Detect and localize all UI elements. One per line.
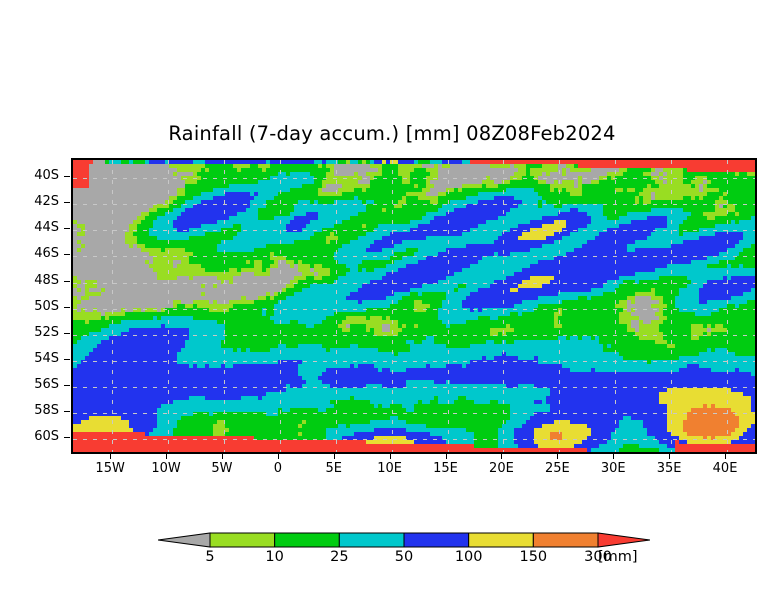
colorbar-unit-label: [mm] — [598, 549, 638, 565]
x-axis-label: 5W — [211, 461, 233, 476]
y-axis-tick — [64, 332, 70, 334]
y-axis-label: 40S — [34, 168, 59, 184]
colorbar-tick-50: 50 — [394, 549, 414, 565]
y-axis-label: 48S — [34, 272, 59, 288]
y-axis-label: 46S — [34, 246, 59, 262]
y-axis-label: 42S — [34, 194, 59, 210]
colorbar-band-10-25 — [274, 532, 340, 548]
y-axis-label: 44S — [34, 220, 59, 236]
y-axis-tick — [64, 254, 70, 256]
x-axis-label: 40E — [712, 461, 738, 476]
colorbar-band-100-150 — [468, 532, 534, 548]
rainfall-heatmap-canvas — [73, 160, 755, 452]
y-axis-tick — [64, 384, 70, 386]
x-axis-label: 30E — [600, 461, 626, 476]
y-axis-tick — [64, 358, 70, 360]
colorbar-tick-5: 5 — [205, 549, 215, 565]
colorbar-under-arrow — [158, 532, 211, 548]
x-axis-tick — [166, 453, 168, 459]
x-axis-label: 5E — [325, 461, 342, 476]
y-axis-tick — [64, 410, 70, 412]
x-axis-tick — [669, 453, 671, 459]
colorbar-tick-25: 25 — [330, 549, 349, 565]
x-axis-label: 35E — [656, 461, 682, 476]
page-title: Rainfall (7-day accum.) [mm] 08Z08Feb202… — [168, 122, 616, 145]
x-axis-tick — [613, 453, 615, 459]
colorbar-over-arrow — [597, 532, 650, 548]
x-axis-tick — [277, 453, 279, 459]
x-axis-label: 20E — [489, 461, 514, 476]
colorbar-tick-labels: 5 10 25 50 100 150 300 — [0, 549, 784, 569]
colorbar-band-150-300 — [532, 532, 599, 548]
x-axis-tick — [501, 453, 503, 459]
y-axis-tick — [64, 436, 70, 438]
colorbar-tick-100: 100 — [454, 549, 483, 565]
x-axis-label: 25E — [544, 461, 570, 476]
y-axis-label: 56S — [34, 376, 59, 392]
y-axis-label: 50S — [34, 298, 59, 314]
x-axis-tick — [725, 453, 727, 459]
y-axis-tick — [64, 306, 70, 308]
x-axis-tick — [557, 453, 559, 459]
colorbar-tick-150: 150 — [519, 549, 548, 565]
x-axis-tick — [221, 453, 223, 459]
colorbar — [158, 532, 650, 548]
x-axis-tick — [110, 453, 112, 459]
y-axis-label: 52S — [34, 324, 59, 340]
x-axis-label: 0 — [273, 461, 282, 476]
y-axis-tick — [64, 176, 70, 178]
y-axis-tick — [64, 228, 70, 230]
colorbar-band-25-50 — [338, 532, 405, 548]
plot-area — [71, 158, 757, 454]
x-axis-tick — [389, 453, 391, 459]
x-axis-label: 10W — [151, 461, 181, 476]
colorbar-band-50-100 — [403, 532, 470, 548]
x-axis-label: 10E — [377, 461, 402, 476]
colorbar-tick-10: 10 — [265, 549, 284, 565]
x-axis-tick — [445, 453, 447, 459]
y-axis-label: 60S — [34, 428, 59, 444]
y-axis-tick — [64, 280, 70, 282]
x-axis-tick — [333, 453, 335, 459]
y-axis-label: 54S — [34, 350, 59, 366]
y-axis-label: 58S — [34, 402, 59, 418]
colorbar-tick-300: 300 — [584, 549, 612, 565]
x-axis-label: 15E — [433, 461, 458, 476]
y-axis-tick — [64, 202, 70, 204]
x-axis-label: 15W — [95, 461, 125, 476]
colorbar-band-5-10 — [209, 532, 276, 548]
